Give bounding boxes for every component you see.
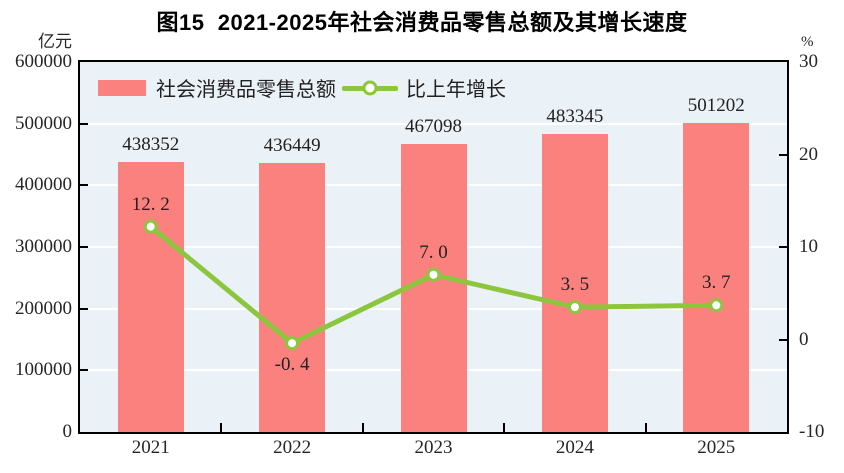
left-axis-tick [80,246,88,248]
bar-2023 [400,143,467,432]
left-axis-tick [80,369,88,372]
right-axis-tick-label: 20 [799,143,818,165]
bar-value-label: 483345 [546,105,604,127]
bar-value-label: 436449 [263,134,321,156]
x-axis-tick [220,423,223,432]
x-axis-tick [361,423,364,432]
left-axis-tick-label: 100000 [15,359,72,381]
right-axis-tick-label: -10 [799,421,825,442]
x-axis-category-label: 2025 [697,437,736,458]
legend-line-dot [362,80,378,95]
left-axis-tick-label: 600000 [15,51,72,72]
left-axis-tick-label: 0 [62,421,73,442]
left-axis-tick-label: 400000 [15,174,72,196]
growth-value-label: 3. 5 [560,274,590,296]
left-axis-tick [80,184,88,187]
left-axis-tick-label: 200000 [15,297,72,319]
left-axis-tick-label: 300000 [15,236,72,257]
x-axis-category-label: 2022 [273,437,312,458]
right-axis-tick-label: 30 [799,51,818,72]
growth-value-label: 3. 7 [702,272,731,294]
right-axis-tick-label: 0 [799,328,809,350]
right-axis-tick [779,153,787,156]
bar-2022 [259,162,326,432]
bar-value-label: 438352 [122,133,180,155]
legend: 社会消费品零售总额 比上年增长 [98,73,506,102]
left-axis-tick [80,122,88,125]
right-axis-unit: % [801,34,814,50]
legend-bar-label: 社会消费品零售总额 [156,79,336,101]
x-axis-category-label: 2021 [131,437,170,458]
left-axis-tick [80,307,88,310]
chart-title: 图15 2021-2025年社会消费品零售总额及其增长速度 [156,10,688,35]
legend-bar-swatch [98,79,146,96]
right-axis-tick [779,246,787,248]
left-axis-tick-label: 500000 [15,112,72,134]
left-axis-unit: 亿元 [38,32,72,51]
legend-line-label: 比上年增长 [406,79,506,101]
gridline [80,122,787,125]
plot-area: 438352 436449 467098 483345 501202 12. 2 -0. 4… [78,60,789,434]
right-axis-tick-label: 10 [799,236,818,257]
bar-value-label: 467098 [405,115,462,137]
x-axis-category-label: 2024 [555,437,594,458]
growth-value-label: -0. 4 [274,354,310,376]
bar-value-label: 501202 [687,94,745,116]
growth-value-label: 12. 2 [131,193,170,215]
legend-line-marker-icon [342,80,398,96]
right-axis-tick [779,338,787,341]
x-axis-tick [503,423,506,432]
growth-value-label: 7. 0 [419,241,448,263]
x-axis-tick [644,423,647,432]
x-axis-category-label: 2023 [414,437,453,458]
